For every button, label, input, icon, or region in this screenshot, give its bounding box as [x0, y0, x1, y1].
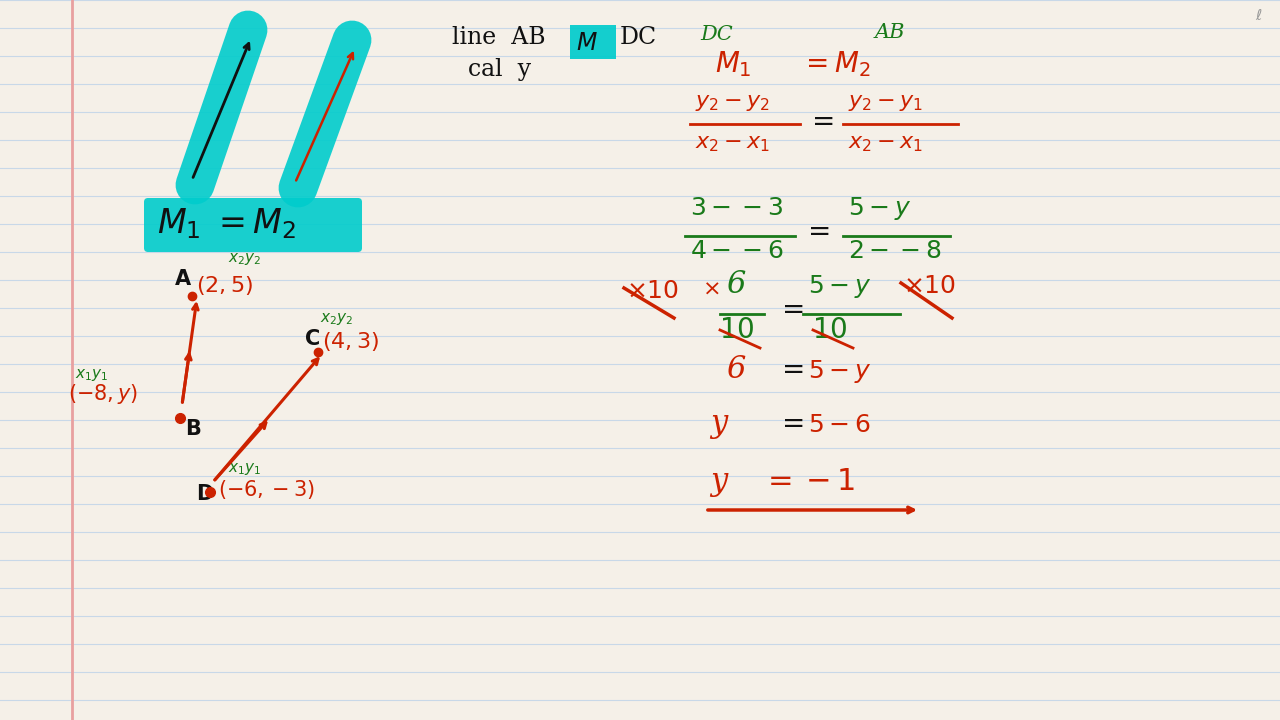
Text: $M_1$: $M_1$: [157, 206, 201, 240]
Text: B: B: [186, 419, 201, 439]
Text: y: y: [710, 466, 727, 497]
Text: $x_2-x_1$: $x_2-x_1$: [695, 132, 771, 153]
Text: $x_2 y_2$: $x_2 y_2$: [228, 251, 261, 267]
Text: $5-y$: $5-y$: [808, 358, 872, 385]
Text: $3--3$: $3--3$: [690, 197, 783, 220]
FancyBboxPatch shape: [570, 25, 616, 59]
Text: $4--6$: $4--6$: [690, 240, 783, 263]
Text: A: A: [175, 269, 191, 289]
Text: 6: 6: [726, 354, 745, 385]
Text: =: =: [808, 219, 832, 246]
Text: $x_2 y_2$: $x_2 y_2$: [320, 311, 353, 327]
Text: $\times 10$: $\times 10$: [626, 280, 680, 303]
Text: D: D: [196, 484, 214, 504]
Text: AB: AB: [876, 23, 905, 42]
Text: $y_2-y_1$: $y_2-y_1$: [849, 91, 923, 113]
Text: y: y: [710, 408, 727, 439]
Text: 6: 6: [726, 269, 745, 300]
Text: $10$: $10$: [719, 317, 754, 344]
Text: $x_1 y_1$: $x_1 y_1$: [76, 367, 109, 383]
Text: $\mathit{M}$: $\mathit{M}$: [576, 31, 598, 55]
Text: $y_2-y_2$: $y_2-y_2$: [695, 91, 771, 113]
Text: cal  y: cal y: [468, 58, 531, 81]
Text: $5-y$: $5-y$: [808, 273, 872, 300]
Text: =: =: [782, 357, 805, 384]
Text: $= M_2$: $= M_2$: [800, 49, 870, 78]
Text: =: =: [782, 411, 805, 438]
FancyBboxPatch shape: [143, 198, 362, 252]
Text: $\ell$: $\ell$: [1254, 8, 1262, 23]
Text: $5-y$: $5-y$: [849, 195, 911, 222]
Text: $2--8$: $2--8$: [849, 240, 942, 263]
Text: DC: DC: [700, 25, 732, 44]
Text: $\times 10$: $\times 10$: [902, 275, 956, 298]
Text: =: =: [812, 109, 836, 136]
Text: $5-6$: $5-6$: [808, 414, 870, 437]
Text: $\times$: $\times$: [701, 278, 719, 300]
Text: $(-8, y)$: $(-8, y)$: [68, 382, 138, 406]
Text: line  AB: line AB: [452, 26, 545, 49]
Text: $= M_2$: $= M_2$: [212, 206, 297, 240]
Text: $(2, 5)$: $(2, 5)$: [196, 274, 253, 297]
Text: C: C: [305, 329, 320, 349]
Text: $M_1$: $M_1$: [716, 49, 751, 78]
Text: $= -1$: $= -1$: [762, 466, 855, 497]
Text: $10$: $10$: [812, 317, 847, 344]
Text: $x_1 y_1$: $x_1 y_1$: [228, 461, 261, 477]
Text: $(-6, -3)$: $(-6, -3)$: [218, 478, 315, 501]
Text: $x_2-x_1$: $x_2-x_1$: [849, 132, 923, 153]
Text: DC: DC: [620, 26, 657, 49]
Text: $(4, 3)$: $(4, 3)$: [323, 330, 379, 353]
Text: =: =: [782, 297, 805, 324]
